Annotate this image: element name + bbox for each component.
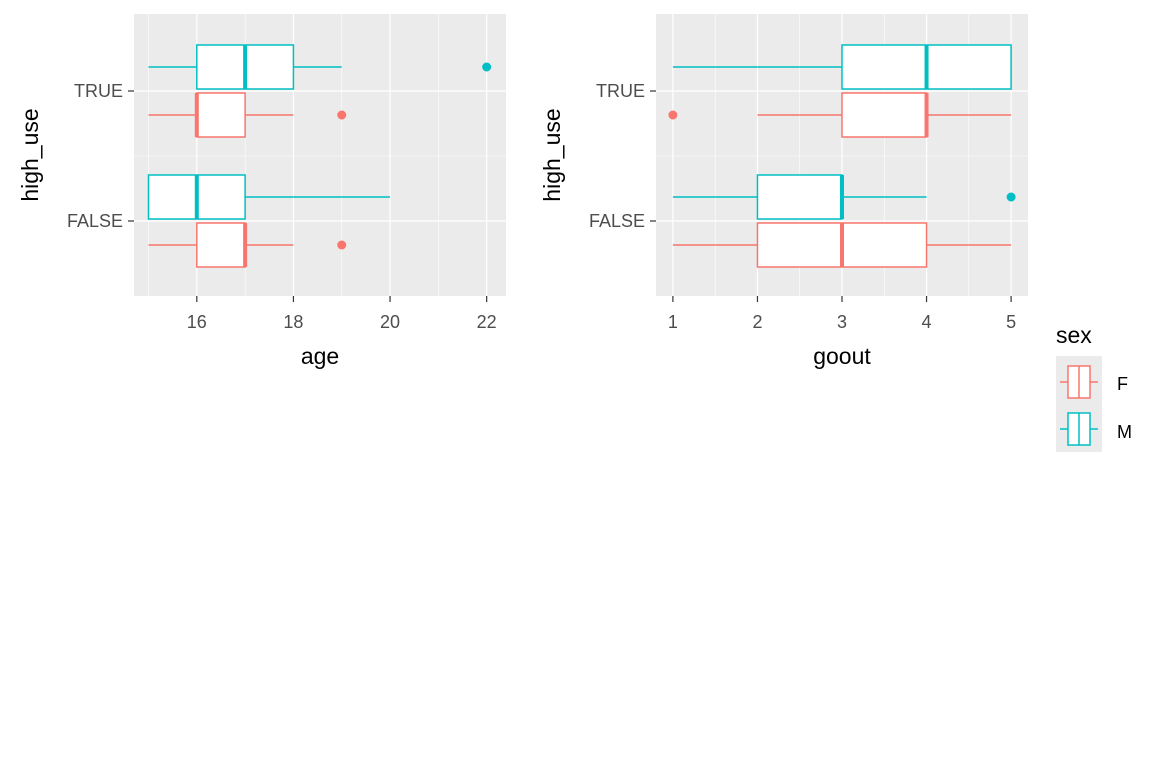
legend-title: sex xyxy=(1056,322,1092,348)
box-m-true xyxy=(148,44,492,90)
outlier-point xyxy=(1006,192,1016,202)
box-iqr xyxy=(756,174,843,220)
x-tick-label: 4 xyxy=(922,312,932,332)
x-tick-label: 20 xyxy=(380,312,400,332)
outlier-point xyxy=(337,240,347,250)
x-tick-label: 5 xyxy=(1006,312,1016,332)
x-tick-label: 18 xyxy=(283,312,303,332)
box-iqr xyxy=(196,92,246,138)
x-tick-label: 2 xyxy=(752,312,762,332)
box-m-true xyxy=(672,44,1012,90)
legend-label-m: M xyxy=(1117,422,1132,442)
x-tick-label: 16 xyxy=(187,312,207,332)
y-axis-title: high_use xyxy=(17,108,43,201)
chart-panels: FALSE TRUE 16 18 20 22 age high_use FALSE TRUE 1 2 3… xyxy=(17,14,1028,369)
legend: sex F M xyxy=(1056,322,1132,452)
legend-label-f: F xyxy=(1117,374,1128,394)
x-axis-title: goout xyxy=(813,343,871,369)
y-tick-label: FALSE xyxy=(67,211,123,231)
chart-panel-age: FALSE TRUE 16 18 20 22 age high_use xyxy=(17,14,506,369)
box-m-false xyxy=(672,174,1016,220)
y-tick-label: TRUE xyxy=(74,81,123,101)
y-tick-label: TRUE xyxy=(596,81,645,101)
chart-panel-goout: FALSE TRUE 1 2 3 4 5 goout high_use xyxy=(539,14,1028,369)
outlier-point xyxy=(482,62,492,72)
y-tick-label: FALSE xyxy=(589,211,645,231)
x-tick-label: 1 xyxy=(668,312,678,332)
box-f-false xyxy=(148,222,347,268)
legend-key-m xyxy=(1060,412,1098,446)
box-m-false xyxy=(147,174,391,220)
box-f-true xyxy=(668,92,1012,138)
box-iqr xyxy=(196,222,246,268)
y-axis-title: high_use xyxy=(539,108,565,201)
legend-keys xyxy=(1060,365,1098,446)
x-axis-title: age xyxy=(301,343,339,369)
box-f-false xyxy=(672,222,1012,268)
legend-key-f xyxy=(1060,365,1098,399)
box-iqr xyxy=(841,92,928,138)
x-tick-label: 3 xyxy=(837,312,847,332)
box-f-true xyxy=(148,92,347,138)
outlier-point xyxy=(668,110,678,120)
outlier-point xyxy=(337,110,347,120)
x-tick-label: 22 xyxy=(477,312,497,332)
panel-background xyxy=(134,14,506,296)
